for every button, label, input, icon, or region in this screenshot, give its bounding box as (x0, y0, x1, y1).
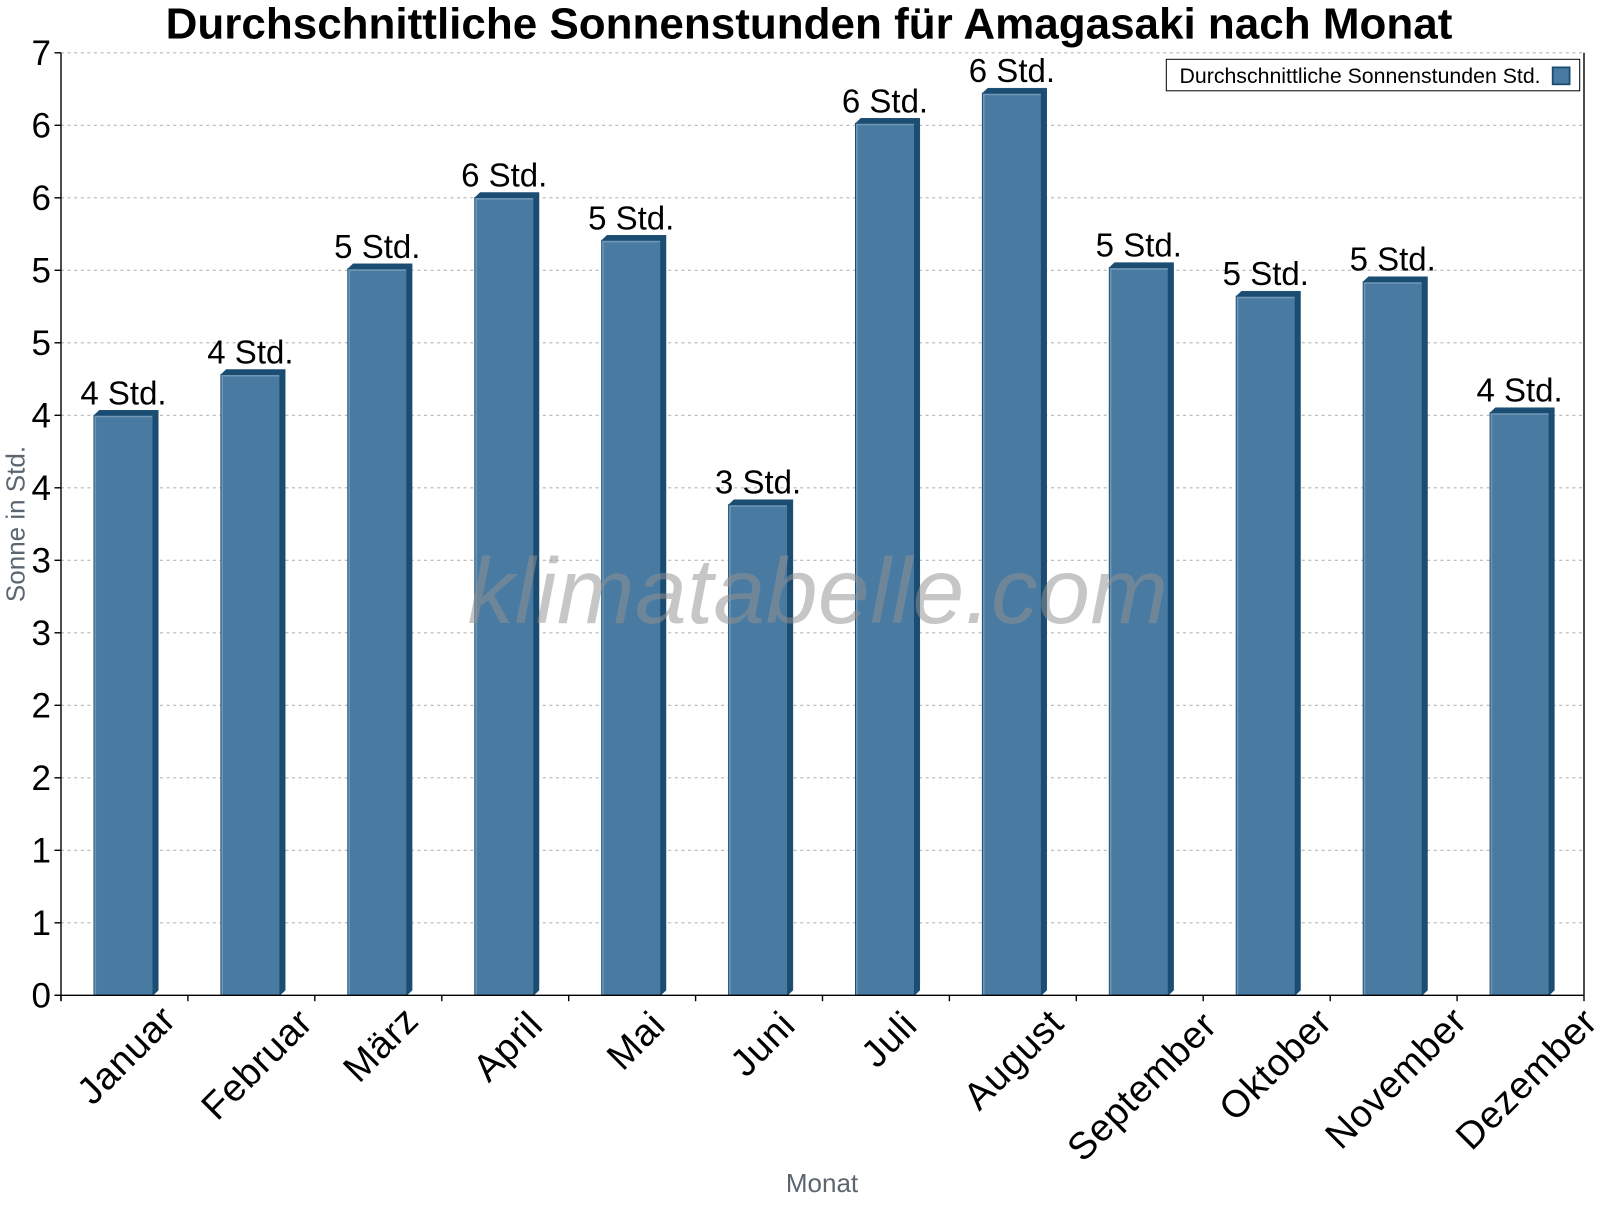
svg-text:5 Std.: 5 Std. (1223, 255, 1309, 292)
svg-text:4 Std.: 4 Std. (1476, 372, 1562, 409)
svg-text:6 Std.: 6 Std. (461, 157, 547, 194)
svg-text:1: 1 (32, 904, 51, 943)
svg-text:3 Std.: 3 Std. (715, 464, 801, 501)
svg-text:Durchschnittliche Sonnenstunde: Durchschnittliche Sonnenstunden Std. (1180, 64, 1541, 88)
svg-text:Monat: Monat (786, 1168, 859, 1198)
svg-text:Durchschnittliche Sonnenstunde: Durchschnittliche Sonnenstunden für Amag… (166, 0, 1453, 49)
svg-text:2: 2 (32, 759, 51, 798)
svg-text:4 Std.: 4 Std. (207, 334, 293, 371)
svg-text:5 Std.: 5 Std. (588, 199, 674, 236)
svg-text:6: 6 (32, 107, 51, 146)
svg-text:5: 5 (32, 324, 51, 363)
svg-text:5 Std.: 5 Std. (334, 228, 420, 265)
svg-text:7: 7 (32, 34, 51, 73)
svg-text:6 Std.: 6 Std. (842, 82, 928, 119)
svg-text:Sonne in Std.: Sonne in Std. (1, 446, 31, 602)
svg-text:6 Std.: 6 Std. (969, 52, 1055, 89)
svg-text:5 Std.: 5 Std. (1096, 227, 1182, 264)
svg-text:5 Std.: 5 Std. (1350, 241, 1436, 278)
svg-text:3: 3 (32, 542, 51, 581)
svg-text:3: 3 (32, 614, 51, 653)
svg-text:2: 2 (32, 687, 51, 726)
svg-text:6: 6 (32, 179, 51, 218)
svg-text:0: 0 (32, 977, 51, 1016)
svg-text:1: 1 (32, 832, 51, 871)
svg-text:klimatabelle.com: klimatabelle.com (468, 539, 1169, 643)
svg-text:4: 4 (32, 469, 51, 508)
svg-text:4: 4 (32, 397, 51, 436)
svg-text:4 Std.: 4 Std. (80, 374, 166, 411)
svg-text:5: 5 (32, 252, 51, 291)
